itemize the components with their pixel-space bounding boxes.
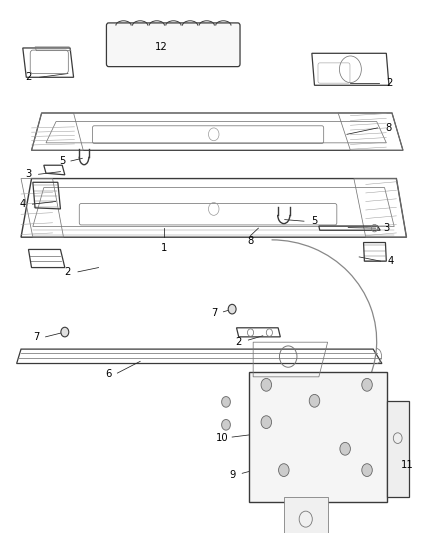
FancyBboxPatch shape (387, 401, 409, 497)
Text: 2: 2 (25, 72, 32, 82)
Text: 5: 5 (311, 216, 318, 226)
Text: 7: 7 (33, 332, 39, 342)
Circle shape (279, 464, 289, 477)
Text: 5: 5 (59, 156, 65, 166)
Text: 7: 7 (212, 309, 218, 318)
Circle shape (309, 394, 320, 407)
Text: 4: 4 (388, 256, 394, 266)
Text: 8: 8 (247, 236, 254, 246)
Circle shape (61, 327, 69, 337)
Circle shape (261, 416, 272, 429)
Text: 8: 8 (385, 123, 392, 133)
Circle shape (222, 419, 230, 430)
FancyBboxPatch shape (249, 372, 387, 502)
Circle shape (228, 304, 236, 314)
Circle shape (362, 378, 372, 391)
Text: 2: 2 (65, 267, 71, 277)
Circle shape (362, 464, 372, 477)
Text: 12: 12 (155, 42, 168, 52)
Circle shape (261, 378, 272, 391)
Text: 2: 2 (236, 337, 242, 347)
Text: 1: 1 (161, 243, 167, 253)
Circle shape (340, 442, 350, 455)
Circle shape (222, 397, 230, 407)
Text: 11: 11 (401, 460, 414, 470)
Text: 4: 4 (20, 199, 26, 209)
Polygon shape (284, 497, 328, 533)
FancyBboxPatch shape (106, 23, 240, 67)
Text: 2: 2 (387, 78, 393, 87)
Text: 6: 6 (105, 369, 111, 379)
Text: 9: 9 (229, 471, 235, 480)
Text: 3: 3 (25, 169, 32, 179)
Text: 3: 3 (383, 223, 389, 233)
Text: 10: 10 (216, 433, 229, 443)
